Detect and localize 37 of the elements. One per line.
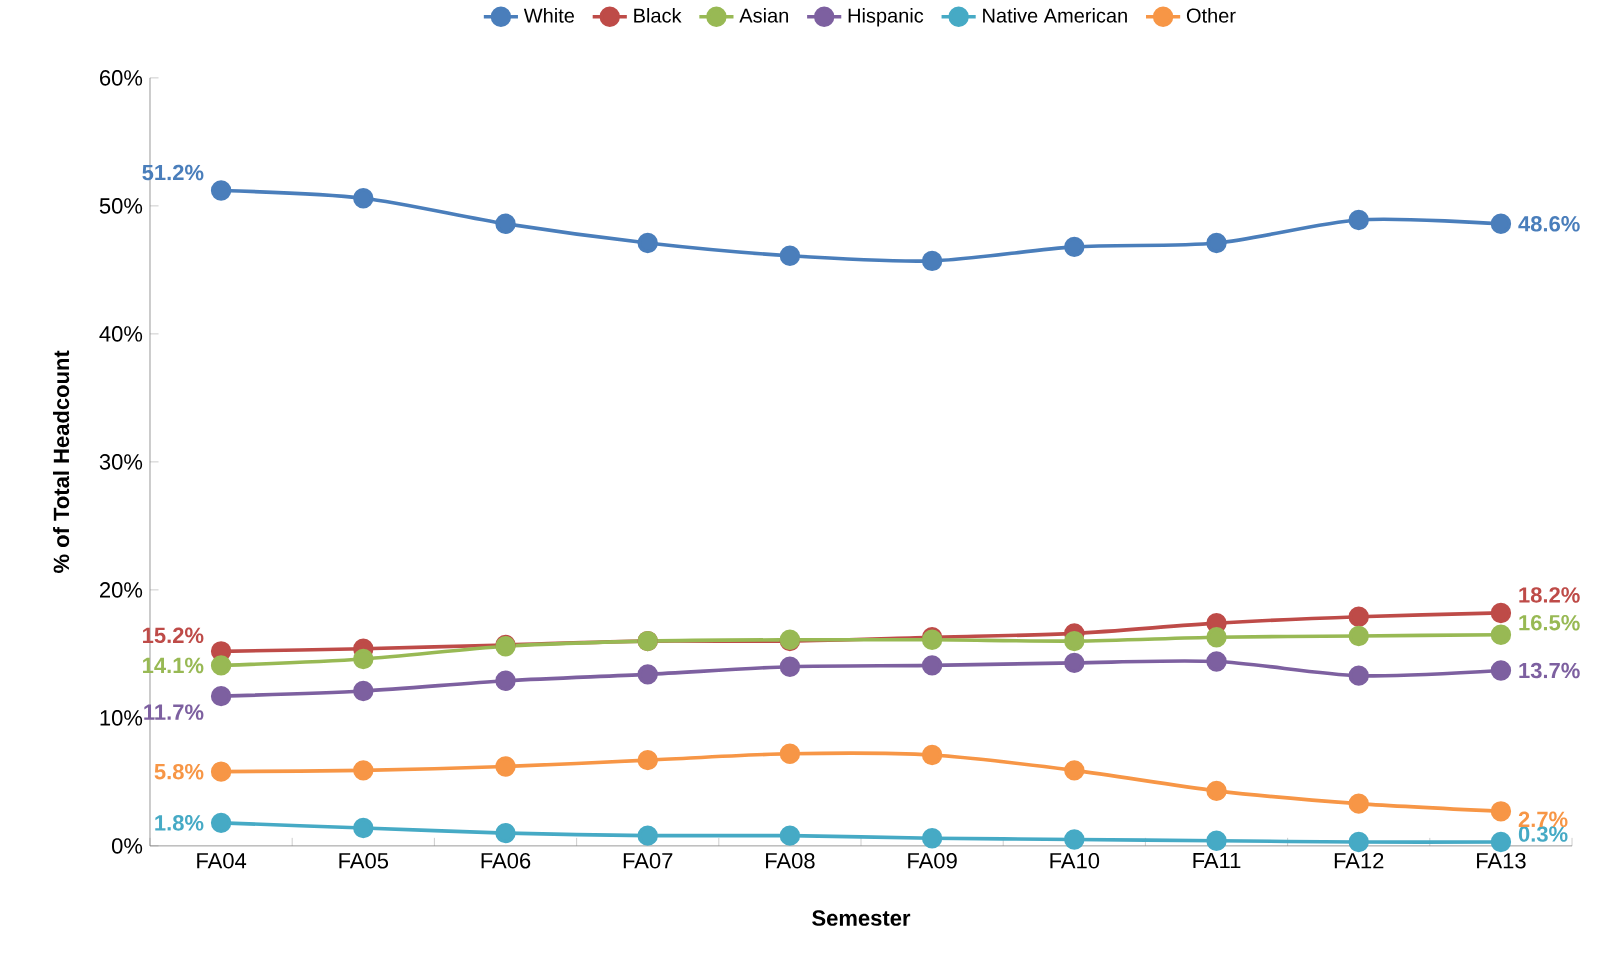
x-tick-label: FA07 — [623, 853, 673, 869]
data-label: 14.1% — [143, 657, 204, 674]
legend-label: Other — [1186, 8, 1236, 23]
data-label: 15.2% — [143, 627, 204, 644]
x-tick-label: FA05 — [339, 853, 389, 869]
data-label: 11.7% — [144, 704, 204, 720]
y-tick-label: 10% — [100, 710, 143, 726]
x-axis-title: Semester — [812, 910, 911, 926]
x-tick-label: FA10 — [1050, 853, 1100, 869]
data-label: 1.8% — [155, 815, 204, 831]
x-tick-label: FA08 — [766, 853, 815, 869]
data-label: 48.6% — [1518, 216, 1580, 232]
y-tick-label: 20% — [100, 582, 143, 598]
x-tick-label: FA13 — [1477, 853, 1526, 869]
legend-label: Hispanic — [848, 8, 924, 27]
y-tick-label: 40% — [99, 326, 143, 342]
legend-label: Native American — [983, 8, 1127, 23]
data-label: 5.8% — [154, 763, 204, 780]
x-tick-label: FA04 — [197, 853, 247, 869]
y-tick-label: 0% — [111, 838, 143, 854]
y-tick-label: 30% — [99, 454, 143, 470]
legend-label: Black — [634, 8, 682, 23]
y-tick-label: 50% — [99, 198, 143, 214]
data-label: 0.3% — [1518, 826, 1568, 842]
data-label: 18.2% — [1519, 587, 1580, 603]
x-tick-label: FA06 — [481, 853, 531, 869]
legend-label: Asian — [739, 8, 789, 23]
data-label: 13.7% — [1519, 662, 1580, 679]
y-tick-label: 60% — [100, 70, 143, 86]
x-tick-label: FA11 — [1193, 853, 1241, 869]
data-label: 2.7% — [1518, 811, 1568, 828]
x-tick-label: FA09 — [908, 853, 957, 869]
x-tick-label: FA12 — [1334, 853, 1384, 869]
y-axis-title: % of Total Headcount — [53, 350, 70, 574]
legend-label: White — [523, 8, 574, 23]
data-label: 51.2% — [142, 164, 204, 181]
data-label: 16.5% — [1519, 614, 1580, 631]
